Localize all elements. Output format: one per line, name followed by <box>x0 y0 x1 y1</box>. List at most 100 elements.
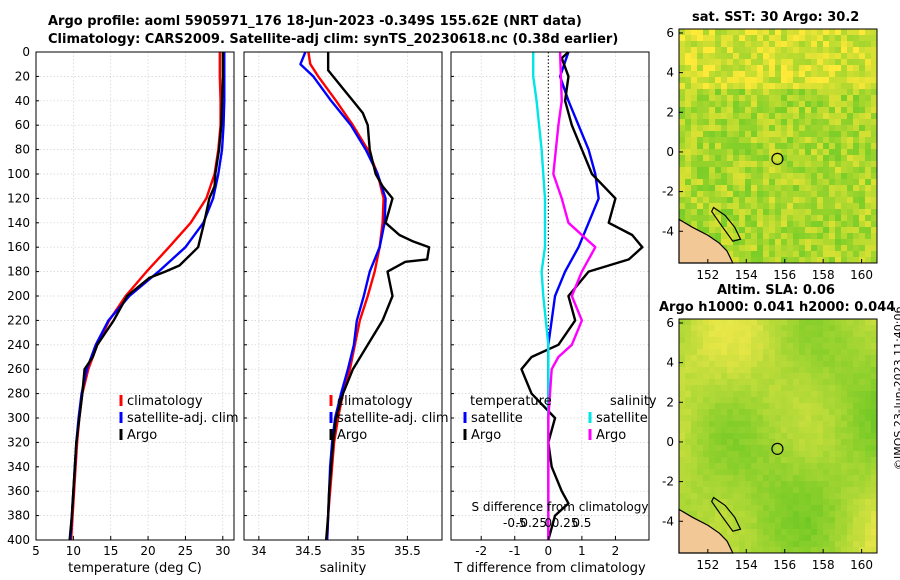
sst-cell <box>751 197 758 204</box>
sst-cell <box>679 41 686 48</box>
sla-cell <box>727 535 734 542</box>
sla-cell <box>709 361 716 368</box>
sla-cell <box>793 319 800 326</box>
sla-cell <box>727 409 734 416</box>
sla-cell <box>763 337 770 344</box>
sla-cell <box>763 505 770 512</box>
sla-cell <box>757 343 764 350</box>
sst-cell <box>685 41 692 48</box>
sst-cell <box>799 95 806 102</box>
sst-cell <box>745 29 752 36</box>
sst-cell <box>739 41 746 48</box>
sla-cell <box>709 493 716 500</box>
sst-cell <box>769 95 776 102</box>
sst-cell <box>793 155 800 162</box>
sla-cell <box>871 403 878 410</box>
sst-cell <box>733 149 740 156</box>
legend-label: satellite <box>596 411 648 426</box>
sst-cell <box>793 77 800 84</box>
sst-cell <box>835 185 842 192</box>
sla-cell <box>787 379 794 386</box>
sst-cell <box>853 185 860 192</box>
sla-cell <box>721 475 728 482</box>
sla-cell <box>823 469 830 476</box>
sla-cell <box>781 409 788 416</box>
sst-cell <box>847 47 854 54</box>
sst-cell <box>829 119 836 126</box>
sla-cell <box>751 403 758 410</box>
sla-cell <box>811 397 818 404</box>
sla-cell <box>685 367 692 374</box>
sst-cell <box>841 101 848 108</box>
sst-cell <box>793 197 800 204</box>
sla-cell <box>751 379 758 386</box>
sst-cell <box>703 179 710 186</box>
sla-cell <box>769 535 776 542</box>
sla-cell <box>787 421 794 428</box>
sst-cell <box>793 191 800 198</box>
sst-cell <box>745 77 752 84</box>
sla-cell <box>769 529 776 536</box>
depth-tick-label: 40 <box>15 94 30 108</box>
sst-cell <box>763 209 770 216</box>
sla-cell <box>763 535 770 542</box>
sst-cell <box>727 59 734 66</box>
sst-cell <box>847 137 854 144</box>
sst-cell <box>763 95 770 102</box>
sla-cell <box>811 451 818 458</box>
sst-cell <box>727 77 734 84</box>
sla-cell <box>835 361 842 368</box>
sla-cell <box>679 475 686 482</box>
sst-cell <box>865 191 872 198</box>
sst-cell <box>697 143 704 150</box>
sst-cell <box>853 215 860 222</box>
sla-cell <box>817 337 824 344</box>
sla-cell <box>715 439 722 446</box>
sst-cell <box>769 257 776 264</box>
sla-cell <box>799 337 806 344</box>
depth-tick-label: 320 <box>7 435 30 449</box>
sla-cell <box>715 373 722 380</box>
sla-cell <box>679 457 686 464</box>
sla-cell <box>769 517 776 524</box>
sst-cell <box>733 185 740 192</box>
sla-cell <box>727 517 734 524</box>
sla-cell <box>775 529 782 536</box>
sst-cell <box>745 245 752 252</box>
sst-cell <box>781 185 788 192</box>
sst-cell <box>685 71 692 78</box>
sla-cell <box>703 505 710 512</box>
sst-cell <box>835 107 842 114</box>
sst-cell <box>775 209 782 216</box>
sst-cell <box>799 35 806 42</box>
sla-cell <box>685 355 692 362</box>
sst-map-ytick-label: 6 <box>666 26 674 40</box>
sla-cell <box>757 415 764 422</box>
sst-cell <box>727 167 734 174</box>
sst-cell <box>799 65 806 72</box>
sla-cell <box>763 451 770 458</box>
sst-cell <box>811 215 818 222</box>
sst-cell <box>853 35 860 42</box>
sst-cell <box>775 41 782 48</box>
sst-cell <box>781 137 788 144</box>
sla-cell <box>751 331 758 338</box>
sla-cell <box>847 403 854 410</box>
sla-cell <box>841 463 848 470</box>
sst-cell <box>781 65 788 72</box>
sst-cell <box>685 185 692 192</box>
sla-cell <box>757 367 764 374</box>
sla-cell <box>865 385 872 392</box>
sst-cell <box>787 161 794 168</box>
sst-cell <box>787 83 794 90</box>
sst-cell <box>805 191 812 198</box>
sst-cell <box>781 149 788 156</box>
sla-cell <box>727 337 734 344</box>
sst-cell <box>775 119 782 126</box>
sst-cell <box>841 143 848 150</box>
sst-cell <box>703 137 710 144</box>
sst-cell <box>733 95 740 102</box>
sla-cell <box>739 391 746 398</box>
sla-cell <box>793 349 800 356</box>
sla-cell <box>847 445 854 452</box>
